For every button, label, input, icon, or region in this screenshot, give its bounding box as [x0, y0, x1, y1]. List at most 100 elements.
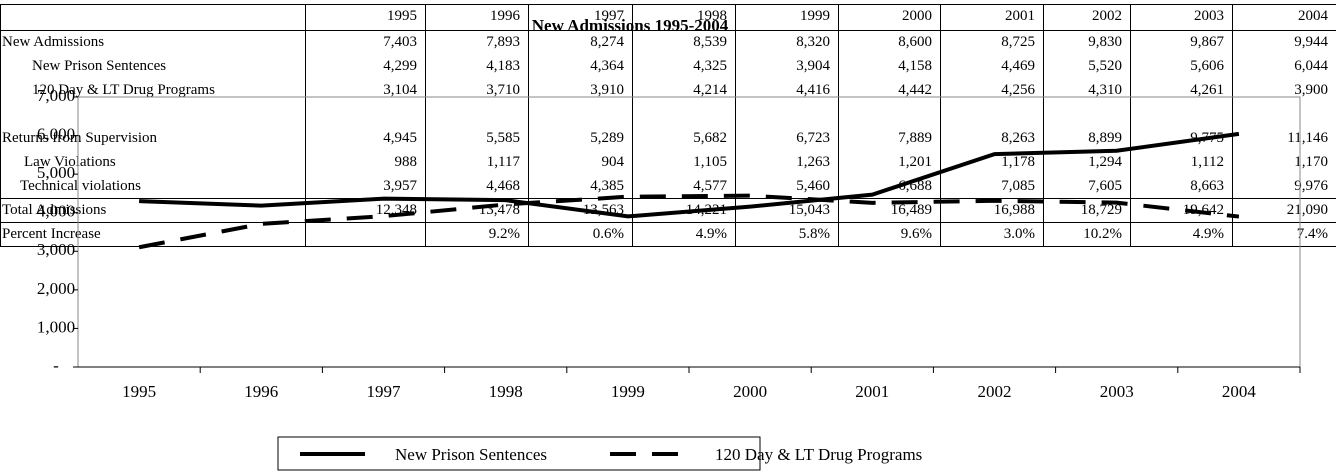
cell: 8,663 — [1190, 178, 1224, 194]
header-cell: 2001 — [1005, 8, 1035, 24]
header-cell: 1996 — [490, 8, 520, 24]
row-line — [0, 222, 1336, 223]
cell: 4,385 — [590, 178, 624, 194]
cell: 7,893 — [486, 34, 520, 50]
x-tick-label: 1995 — [122, 382, 156, 401]
row-label: New Prison Sentences — [32, 58, 167, 74]
cell: 1,263 — [796, 154, 830, 170]
y-tick-label: 4,000 — [37, 202, 75, 221]
x-tick-label: 2001 — [855, 382, 889, 401]
cell: 1,294 — [1088, 154, 1122, 170]
cell: 4,468 — [486, 178, 520, 194]
cell: 5,460 — [796, 178, 830, 194]
legend-label: New Prison Sentences — [395, 445, 547, 464]
col-line — [0, 4, 1, 246]
cell: 8,600 — [898, 34, 932, 50]
cell: 3,710 — [486, 82, 520, 98]
row-line — [0, 246, 1336, 247]
cell: 8,274 — [590, 34, 624, 50]
y-tick-label: 5,000 — [37, 163, 75, 182]
cell: 4,310 — [1088, 82, 1122, 98]
row-label: Law Violations — [24, 154, 116, 170]
row-line — [0, 198, 1336, 199]
header-cell: 1999 — [800, 8, 830, 24]
cell: 4,364 — [590, 58, 624, 74]
cell: 9.6% — [900, 226, 932, 242]
col-line — [1043, 4, 1044, 246]
cell: 4,299 — [383, 58, 417, 74]
cell: 988 — [394, 154, 418, 170]
col-line — [425, 4, 426, 246]
header-cell: 2004 — [1298, 8, 1328, 24]
cell: 18,729 — [1080, 202, 1122, 218]
x-tick-label: 1997 — [367, 382, 402, 401]
cell: 16,489 — [890, 202, 932, 218]
cell: 9,976 — [1294, 178, 1328, 194]
cell: 9.2% — [488, 226, 520, 242]
row-label: Returns from Supervision — [2, 130, 157, 146]
row-label: Percent Increase — [2, 226, 101, 242]
x-tick-label: 2000 — [733, 382, 767, 401]
cell: 21,090 — [1286, 202, 1328, 218]
cell: 6,044 — [1294, 58, 1328, 74]
header-cell: 1995 — [387, 8, 417, 24]
cell: 11,146 — [1287, 130, 1328, 146]
cell: 5,585 — [486, 130, 520, 146]
cell: 4.9% — [695, 226, 727, 242]
cell: 7,403 — [383, 34, 417, 50]
col-line — [528, 4, 529, 246]
y-tick-label: 7,000 — [37, 86, 75, 105]
cell: 3,104 — [383, 82, 417, 98]
cell: 5,289 — [590, 130, 624, 146]
cell: 0.6% — [592, 226, 624, 242]
x-tick-label: 1996 — [244, 382, 278, 401]
header-cell: 1998 — [697, 8, 727, 24]
col-line — [940, 4, 941, 246]
cell: 6,723 — [796, 130, 830, 146]
x-tick-label: 2002 — [978, 382, 1012, 401]
cell: 4,256 — [1001, 82, 1035, 98]
cell: 1,117 — [486, 154, 520, 170]
row-label: New Admissions — [2, 34, 105, 50]
row-label: Technical violations — [20, 178, 141, 194]
y-tick-label: 3,000 — [37, 240, 75, 259]
y-tick-label: 6,000 — [37, 124, 75, 143]
header-cell: 2003 — [1194, 8, 1224, 24]
cell: 8,899 — [1088, 130, 1122, 146]
cell: 4,577 — [693, 178, 727, 194]
cell: 4,945 — [383, 130, 417, 146]
cell: 8,320 — [796, 34, 830, 50]
cell: 4.9% — [1192, 226, 1224, 242]
cell: 9,944 — [1294, 34, 1328, 50]
legend-label: 120 Day & LT Drug Programs — [715, 445, 922, 464]
row-line — [0, 4, 1336, 5]
col-line — [735, 4, 736, 246]
cell: 8,539 — [693, 34, 727, 50]
cell: 7,605 — [1088, 178, 1122, 194]
cell: 5,682 — [693, 130, 727, 146]
cell: 4,261 — [1190, 82, 1224, 98]
x-tick-label: 2003 — [1100, 382, 1134, 401]
legend-box — [277, 436, 761, 471]
row-label: 120 Day & LT Drug Programs — [32, 82, 215, 98]
cell: 3.0% — [1003, 226, 1035, 242]
cell: 4,158 — [898, 58, 932, 74]
cell: 9,867 — [1190, 34, 1224, 50]
cell: 7,889 — [898, 130, 932, 146]
cell: 3,910 — [590, 82, 624, 98]
cell: 1,170 — [1294, 154, 1328, 170]
y-tick-label: 1,000 — [37, 317, 75, 336]
col-line — [632, 4, 633, 246]
cell: 904 — [601, 154, 625, 170]
cell: 9,830 — [1088, 34, 1122, 50]
cell: 4,214 — [693, 82, 727, 98]
col-line — [305, 4, 306, 246]
col-line — [1130, 4, 1131, 246]
cell: 1,178 — [1001, 154, 1035, 170]
x-tick-label: 1999 — [611, 382, 645, 401]
cell: 4,325 — [693, 58, 727, 74]
cell: 7.4% — [1296, 226, 1328, 242]
